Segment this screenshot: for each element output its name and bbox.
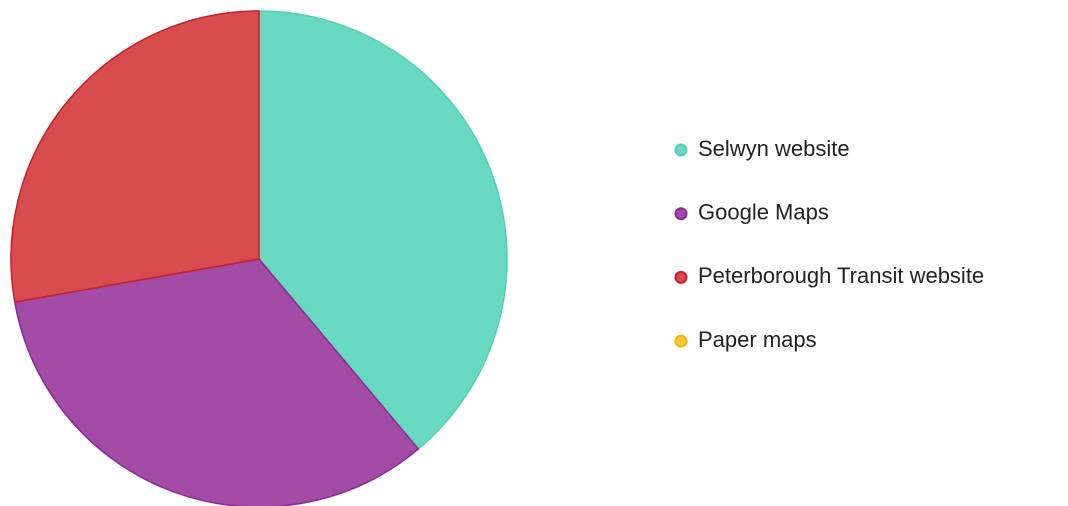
pie-slice — [258, 10, 508, 451]
legend-label: Paper maps — [698, 327, 817, 352]
legend-label: Google Maps — [698, 200, 829, 225]
legend-marker — [674, 143, 688, 157]
legend-marker — [674, 334, 688, 348]
legend-marker — [674, 270, 688, 284]
legend-label: Peterborough Transit website — [698, 263, 984, 288]
legend-marker — [674, 207, 688, 221]
legend-label: Selwyn website — [698, 136, 850, 161]
pie-slice — [13, 258, 420, 506]
pie-slice — [10, 10, 260, 303]
